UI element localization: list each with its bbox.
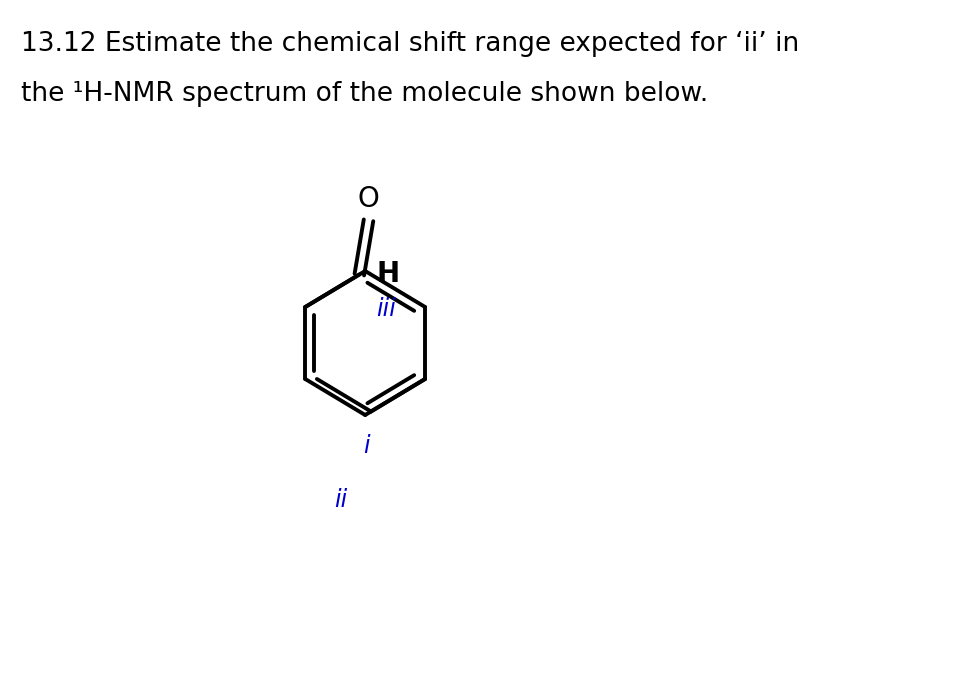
Text: the ¹H-NMR spectrum of the molecule shown below.: the ¹H-NMR spectrum of the molecule show…: [21, 81, 708, 107]
Text: ii: ii: [334, 488, 348, 512]
Text: i: i: [362, 434, 369, 457]
Text: O: O: [358, 185, 379, 213]
Text: 13.12 Estimate the chemical shift range expected for ‘ii’ in: 13.12 Estimate the chemical shift range …: [21, 31, 799, 57]
Text: iii: iii: [376, 297, 397, 320]
Text: H: H: [377, 261, 400, 288]
